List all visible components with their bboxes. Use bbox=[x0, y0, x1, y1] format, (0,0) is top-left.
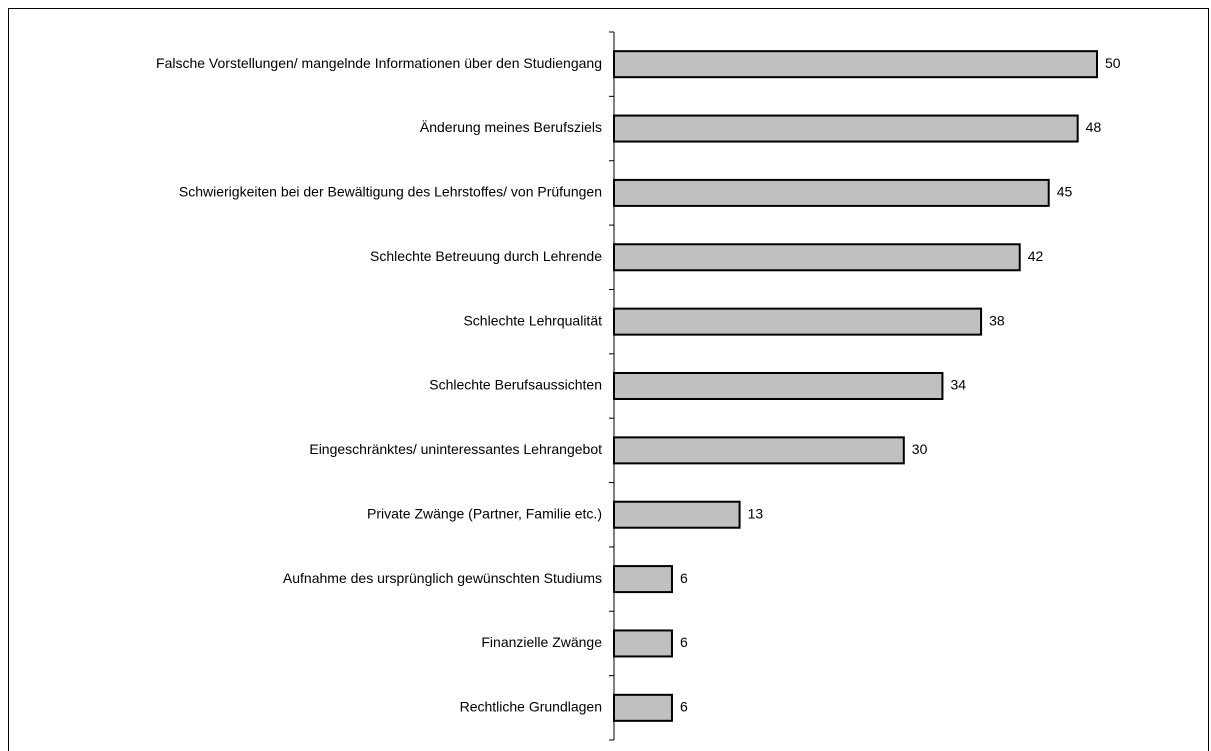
category-label: Änderung meines Berufsziels bbox=[420, 119, 602, 135]
category-label: Schlechte Berufsaussichten bbox=[429, 377, 602, 393]
value-label: 13 bbox=[748, 505, 764, 521]
category-label: Eingeschränktes/ uninteressantes Lehrang… bbox=[309, 441, 602, 457]
category-label: Private Zwänge (Partner, Familie etc.) bbox=[367, 505, 602, 521]
value-label: 42 bbox=[1028, 248, 1044, 264]
chart-frame bbox=[8, 8, 1209, 751]
value-label: 30 bbox=[912, 441, 928, 457]
value-label: 48 bbox=[1086, 119, 1102, 135]
category-label: Rechtliche Grundlagen bbox=[460, 699, 602, 715]
category-label: Finanzielle Zwänge bbox=[481, 634, 602, 650]
category-label: Aufnahme des ursprünglich gewünschten St… bbox=[283, 570, 602, 586]
bar bbox=[613, 565, 673, 594]
bar bbox=[613, 243, 1021, 272]
value-label: 6 bbox=[680, 634, 688, 650]
bar bbox=[613, 307, 983, 336]
bar bbox=[613, 178, 1050, 207]
category-label: Falsche Vorstellungen/ mangelnde Informa… bbox=[156, 55, 602, 71]
category-label: Schlechte Lehrqualität bbox=[463, 312, 602, 328]
value-label: 45 bbox=[1057, 184, 1073, 200]
value-label: 50 bbox=[1105, 55, 1121, 71]
category-label: Schlechte Betreuung durch Lehrende bbox=[370, 248, 602, 264]
value-label: 6 bbox=[680, 570, 688, 586]
bar bbox=[613, 50, 1098, 79]
value-label: 34 bbox=[950, 377, 966, 393]
value-label: 6 bbox=[680, 699, 688, 715]
bar bbox=[613, 114, 1079, 143]
bar bbox=[613, 693, 673, 722]
value-label: 38 bbox=[989, 312, 1005, 328]
bar bbox=[613, 372, 944, 400]
bar bbox=[613, 436, 905, 465]
bar bbox=[613, 500, 741, 529]
bar bbox=[613, 629, 673, 658]
category-label: Schwierigkeiten bei der Bewältigung des … bbox=[179, 184, 602, 200]
